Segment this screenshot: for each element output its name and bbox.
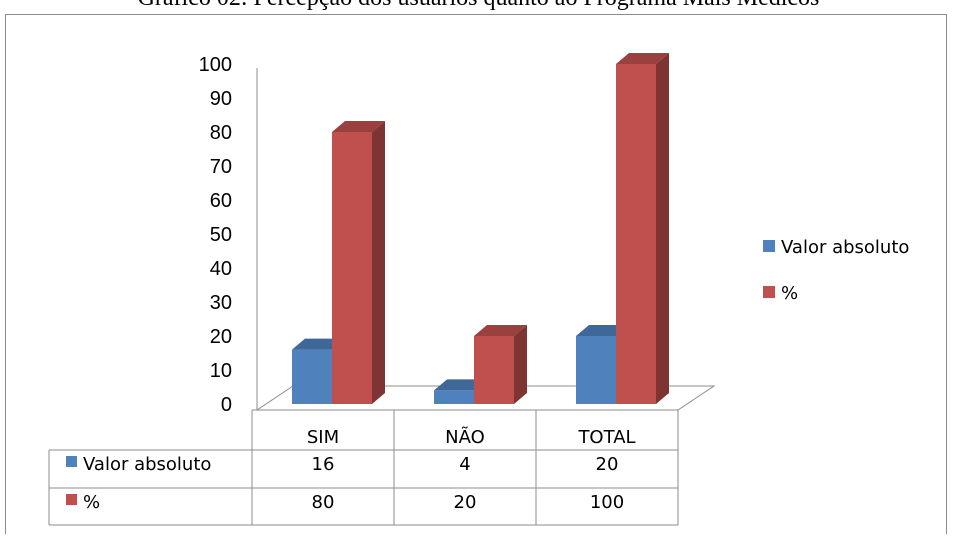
table-series-key [66,456,77,467]
y-tick-label: 50 [210,224,232,246]
legend-label: Valor absoluto [781,237,909,258]
y-tick-label: 40 [210,258,232,280]
chart-frame [5,14,947,534]
bar-percent-sim [332,121,385,404]
legend-swatch [763,286,775,298]
y-tick-label: 20 [210,326,232,348]
y-tick-label: 10 [210,360,232,382]
y-tick-label: 90 [210,88,232,110]
y-tick-label: 0 [221,394,232,416]
x-tick-label: TOTAL [577,427,635,448]
legend-swatch [763,240,775,252]
bar-layer [292,53,669,404]
data-table: SIM NÃO TOTAL Valor absoluto 16 4 20% 80 20 100 [48,409,679,526]
legend: Valor absoluto% [763,237,909,304]
table-series-key [66,494,77,505]
chart-title: Gráfico 02: Percepção dos usuários quant… [0,0,957,12]
bar-percent-total [616,53,669,404]
x-tick-label: SIM [307,427,339,448]
data-label: 100 [590,492,624,513]
x-tick-label: NÃO [445,426,485,448]
axis-layer: 0 10 20 30 40 50 60 70 80 90 100 [199,54,716,416]
data-label: 20 [454,492,477,513]
legend-label: % [781,283,798,304]
data-label: 20 [596,454,619,475]
y-tick-label: 100 [199,54,232,76]
data-label: 4 [459,454,470,475]
data-label: 16 [312,454,335,475]
y-tick-label: 70 [210,156,232,178]
y-tick-label: 80 [210,122,232,144]
y-tick-label: 60 [210,190,232,212]
table-series-label: Valor absoluto [83,454,211,475]
data-label: 80 [312,492,335,513]
y-tick-label: 30 [210,292,232,314]
bar-percent-não [474,325,527,404]
table-series-label: % [83,492,100,513]
